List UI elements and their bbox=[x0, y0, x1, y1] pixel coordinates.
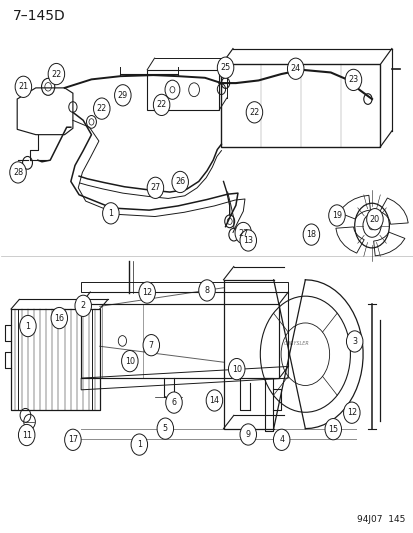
Circle shape bbox=[153, 94, 169, 116]
Circle shape bbox=[93, 98, 110, 119]
Circle shape bbox=[344, 69, 361, 91]
Text: 1: 1 bbox=[25, 321, 30, 330]
Text: 9: 9 bbox=[245, 430, 250, 439]
Text: 7–145D: 7–145D bbox=[13, 9, 66, 23]
Text: 11: 11 bbox=[21, 431, 32, 440]
Text: 24: 24 bbox=[290, 64, 300, 73]
Text: 14: 14 bbox=[209, 396, 219, 405]
Text: 3: 3 bbox=[351, 337, 356, 346]
Circle shape bbox=[198, 280, 215, 301]
Text: 22: 22 bbox=[51, 70, 62, 78]
Circle shape bbox=[48, 63, 64, 85]
Text: 17: 17 bbox=[68, 435, 78, 445]
Circle shape bbox=[240, 230, 256, 251]
Circle shape bbox=[235, 222, 251, 244]
Circle shape bbox=[228, 359, 244, 379]
Circle shape bbox=[328, 205, 344, 226]
Text: 26: 26 bbox=[175, 177, 185, 187]
Text: 1: 1 bbox=[108, 209, 113, 218]
Text: 1: 1 bbox=[137, 440, 142, 449]
Circle shape bbox=[10, 162, 26, 183]
Circle shape bbox=[273, 429, 289, 450]
Circle shape bbox=[131, 434, 147, 455]
Text: 18: 18 bbox=[306, 230, 316, 239]
Text: 27: 27 bbox=[237, 229, 248, 238]
Text: 19: 19 bbox=[331, 211, 341, 220]
Text: 12: 12 bbox=[346, 408, 356, 417]
Circle shape bbox=[147, 177, 163, 198]
Circle shape bbox=[51, 308, 67, 329]
Text: 10: 10 bbox=[125, 357, 135, 366]
Circle shape bbox=[114, 85, 131, 106]
Text: 22: 22 bbox=[96, 104, 107, 113]
Circle shape bbox=[246, 102, 262, 123]
Text: 8: 8 bbox=[204, 286, 209, 295]
Circle shape bbox=[171, 171, 188, 192]
Circle shape bbox=[75, 295, 91, 317]
Circle shape bbox=[346, 331, 362, 352]
Circle shape bbox=[206, 390, 222, 411]
Text: 29: 29 bbox=[117, 91, 128, 100]
Text: CHRYSLER: CHRYSLER bbox=[284, 341, 309, 346]
Circle shape bbox=[139, 282, 155, 303]
Text: 10: 10 bbox=[231, 365, 241, 374]
Text: 2: 2 bbox=[81, 301, 85, 310]
Text: 27: 27 bbox=[150, 183, 160, 192]
Circle shape bbox=[324, 418, 341, 440]
Text: 28: 28 bbox=[13, 168, 23, 177]
Circle shape bbox=[121, 351, 138, 372]
Text: 16: 16 bbox=[54, 313, 64, 322]
Text: 21: 21 bbox=[18, 82, 28, 91]
Text: 7: 7 bbox=[148, 341, 154, 350]
Text: 20: 20 bbox=[369, 215, 379, 224]
Text: 6: 6 bbox=[171, 398, 176, 407]
Text: 13: 13 bbox=[243, 236, 253, 245]
Circle shape bbox=[157, 418, 173, 439]
Text: 22: 22 bbox=[156, 100, 166, 109]
Text: 94J07  145: 94J07 145 bbox=[356, 515, 404, 524]
Text: 25: 25 bbox=[220, 63, 230, 72]
Circle shape bbox=[343, 402, 359, 423]
Circle shape bbox=[19, 424, 35, 446]
Circle shape bbox=[143, 335, 159, 356]
Text: 4: 4 bbox=[278, 435, 283, 445]
Text: 12: 12 bbox=[142, 288, 152, 297]
Circle shape bbox=[240, 424, 256, 445]
Text: 15: 15 bbox=[328, 425, 337, 434]
Circle shape bbox=[64, 429, 81, 450]
Circle shape bbox=[302, 224, 319, 245]
Circle shape bbox=[165, 392, 182, 413]
Circle shape bbox=[287, 58, 303, 79]
Circle shape bbox=[217, 57, 233, 78]
Circle shape bbox=[366, 208, 382, 230]
Circle shape bbox=[102, 203, 119, 224]
Text: 5: 5 bbox=[162, 424, 168, 433]
Text: 22: 22 bbox=[249, 108, 259, 117]
Circle shape bbox=[20, 316, 36, 337]
Circle shape bbox=[15, 76, 31, 98]
Text: 23: 23 bbox=[348, 75, 358, 84]
